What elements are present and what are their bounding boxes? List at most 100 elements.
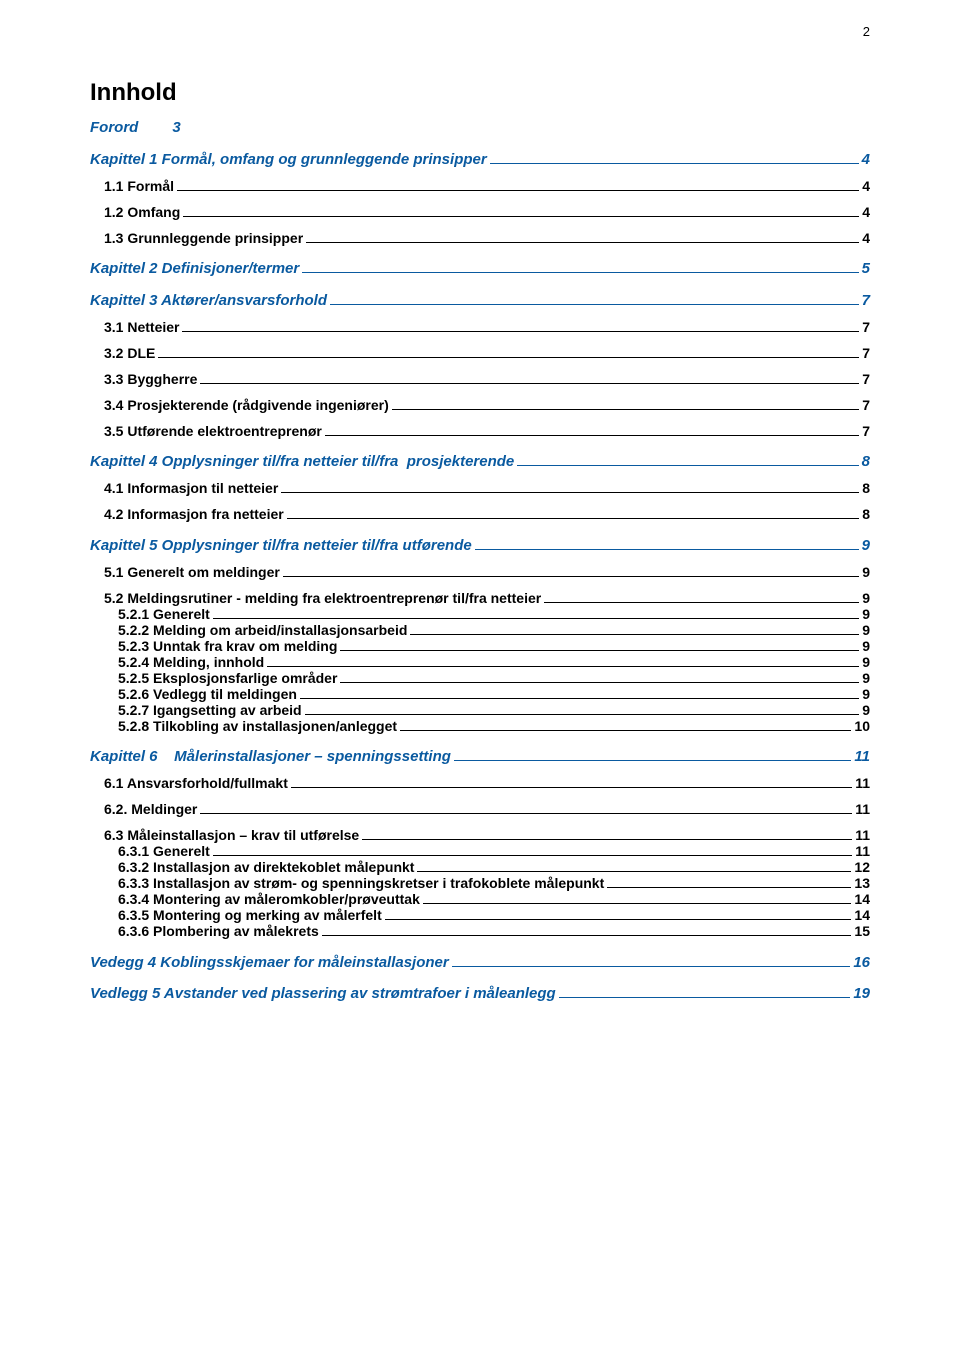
- toc-leader: [392, 397, 859, 410]
- toc-entry[interactable]: 5.2.6 Vedlegg til meldingen9: [90, 686, 870, 702]
- toc-entry[interactable]: 4.2 Informasjon fra netteier8: [90, 506, 870, 522]
- toc-page: 12: [854, 859, 870, 875]
- toc-entry[interactable]: Kapittel 1 Formål, omfang og grunnleggen…: [90, 150, 870, 168]
- toc-label: 5.1 Generelt om meldinger: [104, 564, 280, 580]
- toc-page: 9: [862, 622, 870, 638]
- toc-label: 5.2.4 Melding, innhold: [118, 654, 264, 670]
- toc-leader: [544, 590, 859, 603]
- toc-label: 5.2.3 Unntak fra krav om melding: [118, 638, 337, 654]
- toc-entry[interactable]: 3.2 DLE7: [90, 345, 870, 361]
- toc-entry[interactable]: 6.3.5 Montering og merking av målerfelt1…: [90, 907, 870, 923]
- toc-page: 13: [854, 875, 870, 891]
- toc-entry[interactable]: 3.5 Utførende elektroentreprenør7: [90, 423, 870, 439]
- toc-entry[interactable]: 5.2.4 Melding, innhold 9: [90, 654, 870, 670]
- toc-entry[interactable]: 5.2.2 Melding om arbeid/installasjonsarb…: [90, 622, 870, 638]
- toc-entry[interactable]: 5.2.5 Eksplosjonsfarlige områder 9: [90, 670, 870, 686]
- toc-entry[interactable]: 6.3.6 Plombering av målekrets15: [90, 923, 870, 939]
- toc-entry[interactable]: Kapittel 3 Aktører/ansvarsforhold7: [90, 291, 870, 309]
- toc-label: 6.1 Ansvarsforhold/fullmakt: [104, 775, 288, 791]
- toc-leader: [267, 654, 859, 667]
- toc-page: 11: [855, 843, 870, 859]
- toc-entry[interactable]: 5.2.8 Tilkobling av installasjonen/anleg…: [90, 718, 870, 734]
- toc-entry[interactable]: 5.2.3 Unntak fra krav om melding9: [90, 638, 870, 654]
- toc-entry[interactable]: 5.2.1 Generelt9: [90, 606, 870, 622]
- page-title: Innhold: [90, 79, 870, 107]
- toc-entry[interactable]: 6.3.1 Generelt 11: [90, 843, 870, 859]
- toc-entry[interactable]: 3.4 Prosjekterende (rådgivende ingeniøre…: [90, 397, 870, 413]
- toc-page: 9: [862, 590, 870, 606]
- toc-label: Kapittel 6 Målerinstallasjoner – spennin…: [90, 748, 451, 765]
- toc-leader: [283, 564, 859, 577]
- toc-leader: [183, 204, 859, 217]
- toc-page: 16: [853, 954, 870, 971]
- toc-leader: [306, 230, 859, 243]
- toc-leader: [410, 622, 859, 635]
- toc-page: 8: [862, 506, 870, 522]
- toc-page: 9: [862, 654, 870, 670]
- toc-leader: [302, 260, 858, 274]
- toc-label: 5.2 Meldingsrutiner - melding fra elektr…: [104, 590, 541, 606]
- toc-entry[interactable]: Kapittel 4 Opplysninger til/fra netteier…: [90, 453, 870, 471]
- toc-page: 5: [862, 260, 870, 277]
- toc-page: 7: [862, 292, 870, 309]
- toc-label: 3.5 Utførende elektroentreprenør: [104, 423, 322, 439]
- toc-label: Kapittel 2 Definisjoner/termer: [90, 260, 299, 277]
- toc-label: 6.3.3 Installasjon av strøm- og spenning…: [118, 875, 604, 891]
- toc-label: 5.2.8 Tilkobling av installasjonen/anleg…: [118, 718, 397, 734]
- toc-label: 3.4 Prosjekterende (rådgivende ingeniøre…: [104, 397, 389, 413]
- toc-entry[interactable]: Kapittel 6 Målerinstallasjoner – spennin…: [90, 748, 870, 766]
- toc-leader: [362, 827, 852, 840]
- toc-label: 6.3 Måleinstallasjon – krav til utførels…: [104, 827, 359, 843]
- toc-entry[interactable]: 6.3 Måleinstallasjon – krav til utførels…: [90, 827, 870, 843]
- toc-entry[interactable]: 4.1 Informasjon til netteier8: [90, 480, 870, 496]
- toc-entry[interactable]: Kapittel 5 Opplysninger til/fra netteier…: [90, 536, 870, 554]
- toc-entry[interactable]: 1.1 Formål4: [90, 178, 870, 194]
- toc-list: Kapittel 1 Formål, omfang og grunnleggen…: [90, 150, 870, 1002]
- toc-entry[interactable]: 1.3 Grunnleggende prinsipper4: [90, 230, 870, 246]
- toc-page: 10: [854, 718, 870, 734]
- toc-page: 11: [855, 801, 870, 817]
- toc-leader: [490, 150, 859, 164]
- toc-label: 6.3.2 Installasjon av direktekoblet måle…: [118, 859, 414, 875]
- toc-page: 15: [854, 923, 870, 939]
- toc-page: 14: [854, 891, 870, 907]
- toc-entry[interactable]: 1.2 Omfang4: [90, 204, 870, 220]
- toc-label: 1.3 Grunnleggende prinsipper: [104, 230, 303, 246]
- toc-leader: [454, 748, 851, 762]
- toc-label: 6.2. Meldinger: [104, 801, 197, 817]
- toc-entry[interactable]: 5.1 Generelt om meldinger9: [90, 564, 870, 580]
- toc-label: Forord: [90, 119, 138, 136]
- toc-entry[interactable]: 6.3.4 Montering av måleromkobler/prøveut…: [90, 891, 870, 907]
- toc-entry[interactable]: Vedegg 4 Koblingsskjemaer for måleinstal…: [90, 953, 870, 971]
- toc-entry[interactable]: 5.2 Meldingsrutiner - melding fra elektr…: [90, 590, 870, 606]
- toc-page: 11: [854, 748, 870, 765]
- toc-label: Kapittel 5 Opplysninger til/fra netteier…: [90, 537, 472, 554]
- toc-entry[interactable]: 6.3.2 Installasjon av direktekoblet måle…: [90, 859, 870, 875]
- toc-leader: [475, 536, 859, 550]
- toc-page: 7: [862, 371, 870, 387]
- toc-leader: [291, 775, 852, 788]
- toc-label: 6.3.1 Generelt: [118, 843, 210, 859]
- toc-entry-forord[interactable]: Forord 3: [90, 119, 870, 136]
- toc-entry[interactable]: 3.3 Byggherre7: [90, 371, 870, 387]
- toc-leader: [158, 345, 859, 358]
- toc-label: Kapittel 1 Formål, omfang og grunnleggen…: [90, 151, 487, 168]
- toc-leader: [452, 953, 851, 967]
- toc-entry[interactable]: 6.1 Ansvarsforhold/fullmakt11: [90, 775, 870, 791]
- toc-label: 5.2.7 Igangsetting av arbeid: [118, 702, 302, 718]
- toc-entry[interactable]: 3.1 Netteier7: [90, 319, 870, 335]
- toc-leader: [213, 843, 852, 856]
- toc-label: 5.2.5 Eksplosjonsfarlige områder: [118, 670, 337, 686]
- toc-entry[interactable]: Vedlegg 5 Avstander ved plassering av st…: [90, 985, 870, 1003]
- toc-entry[interactable]: Kapittel 2 Definisjoner/termer 5: [90, 260, 870, 278]
- toc-page: 7: [862, 397, 870, 413]
- toc-label: 5.2.6 Vedlegg til meldingen: [118, 686, 297, 702]
- toc-entry[interactable]: 6.3.3 Installasjon av strøm- og spenning…: [90, 875, 870, 891]
- toc-entry[interactable]: 6.2. Meldinger 11: [90, 801, 870, 817]
- toc-label: Kapittel 4 Opplysninger til/fra netteier…: [90, 453, 514, 470]
- toc-label: Vedlegg 5 Avstander ved plassering av st…: [90, 985, 556, 1002]
- toc-label: 4.1 Informasjon til netteier: [104, 480, 278, 496]
- toc-label: Vedegg 4 Koblingsskjemaer for måleinstal…: [90, 954, 449, 971]
- toc-entry[interactable]: 5.2.7 Igangsetting av arbeid9: [90, 702, 870, 718]
- toc-page: 9: [862, 670, 870, 686]
